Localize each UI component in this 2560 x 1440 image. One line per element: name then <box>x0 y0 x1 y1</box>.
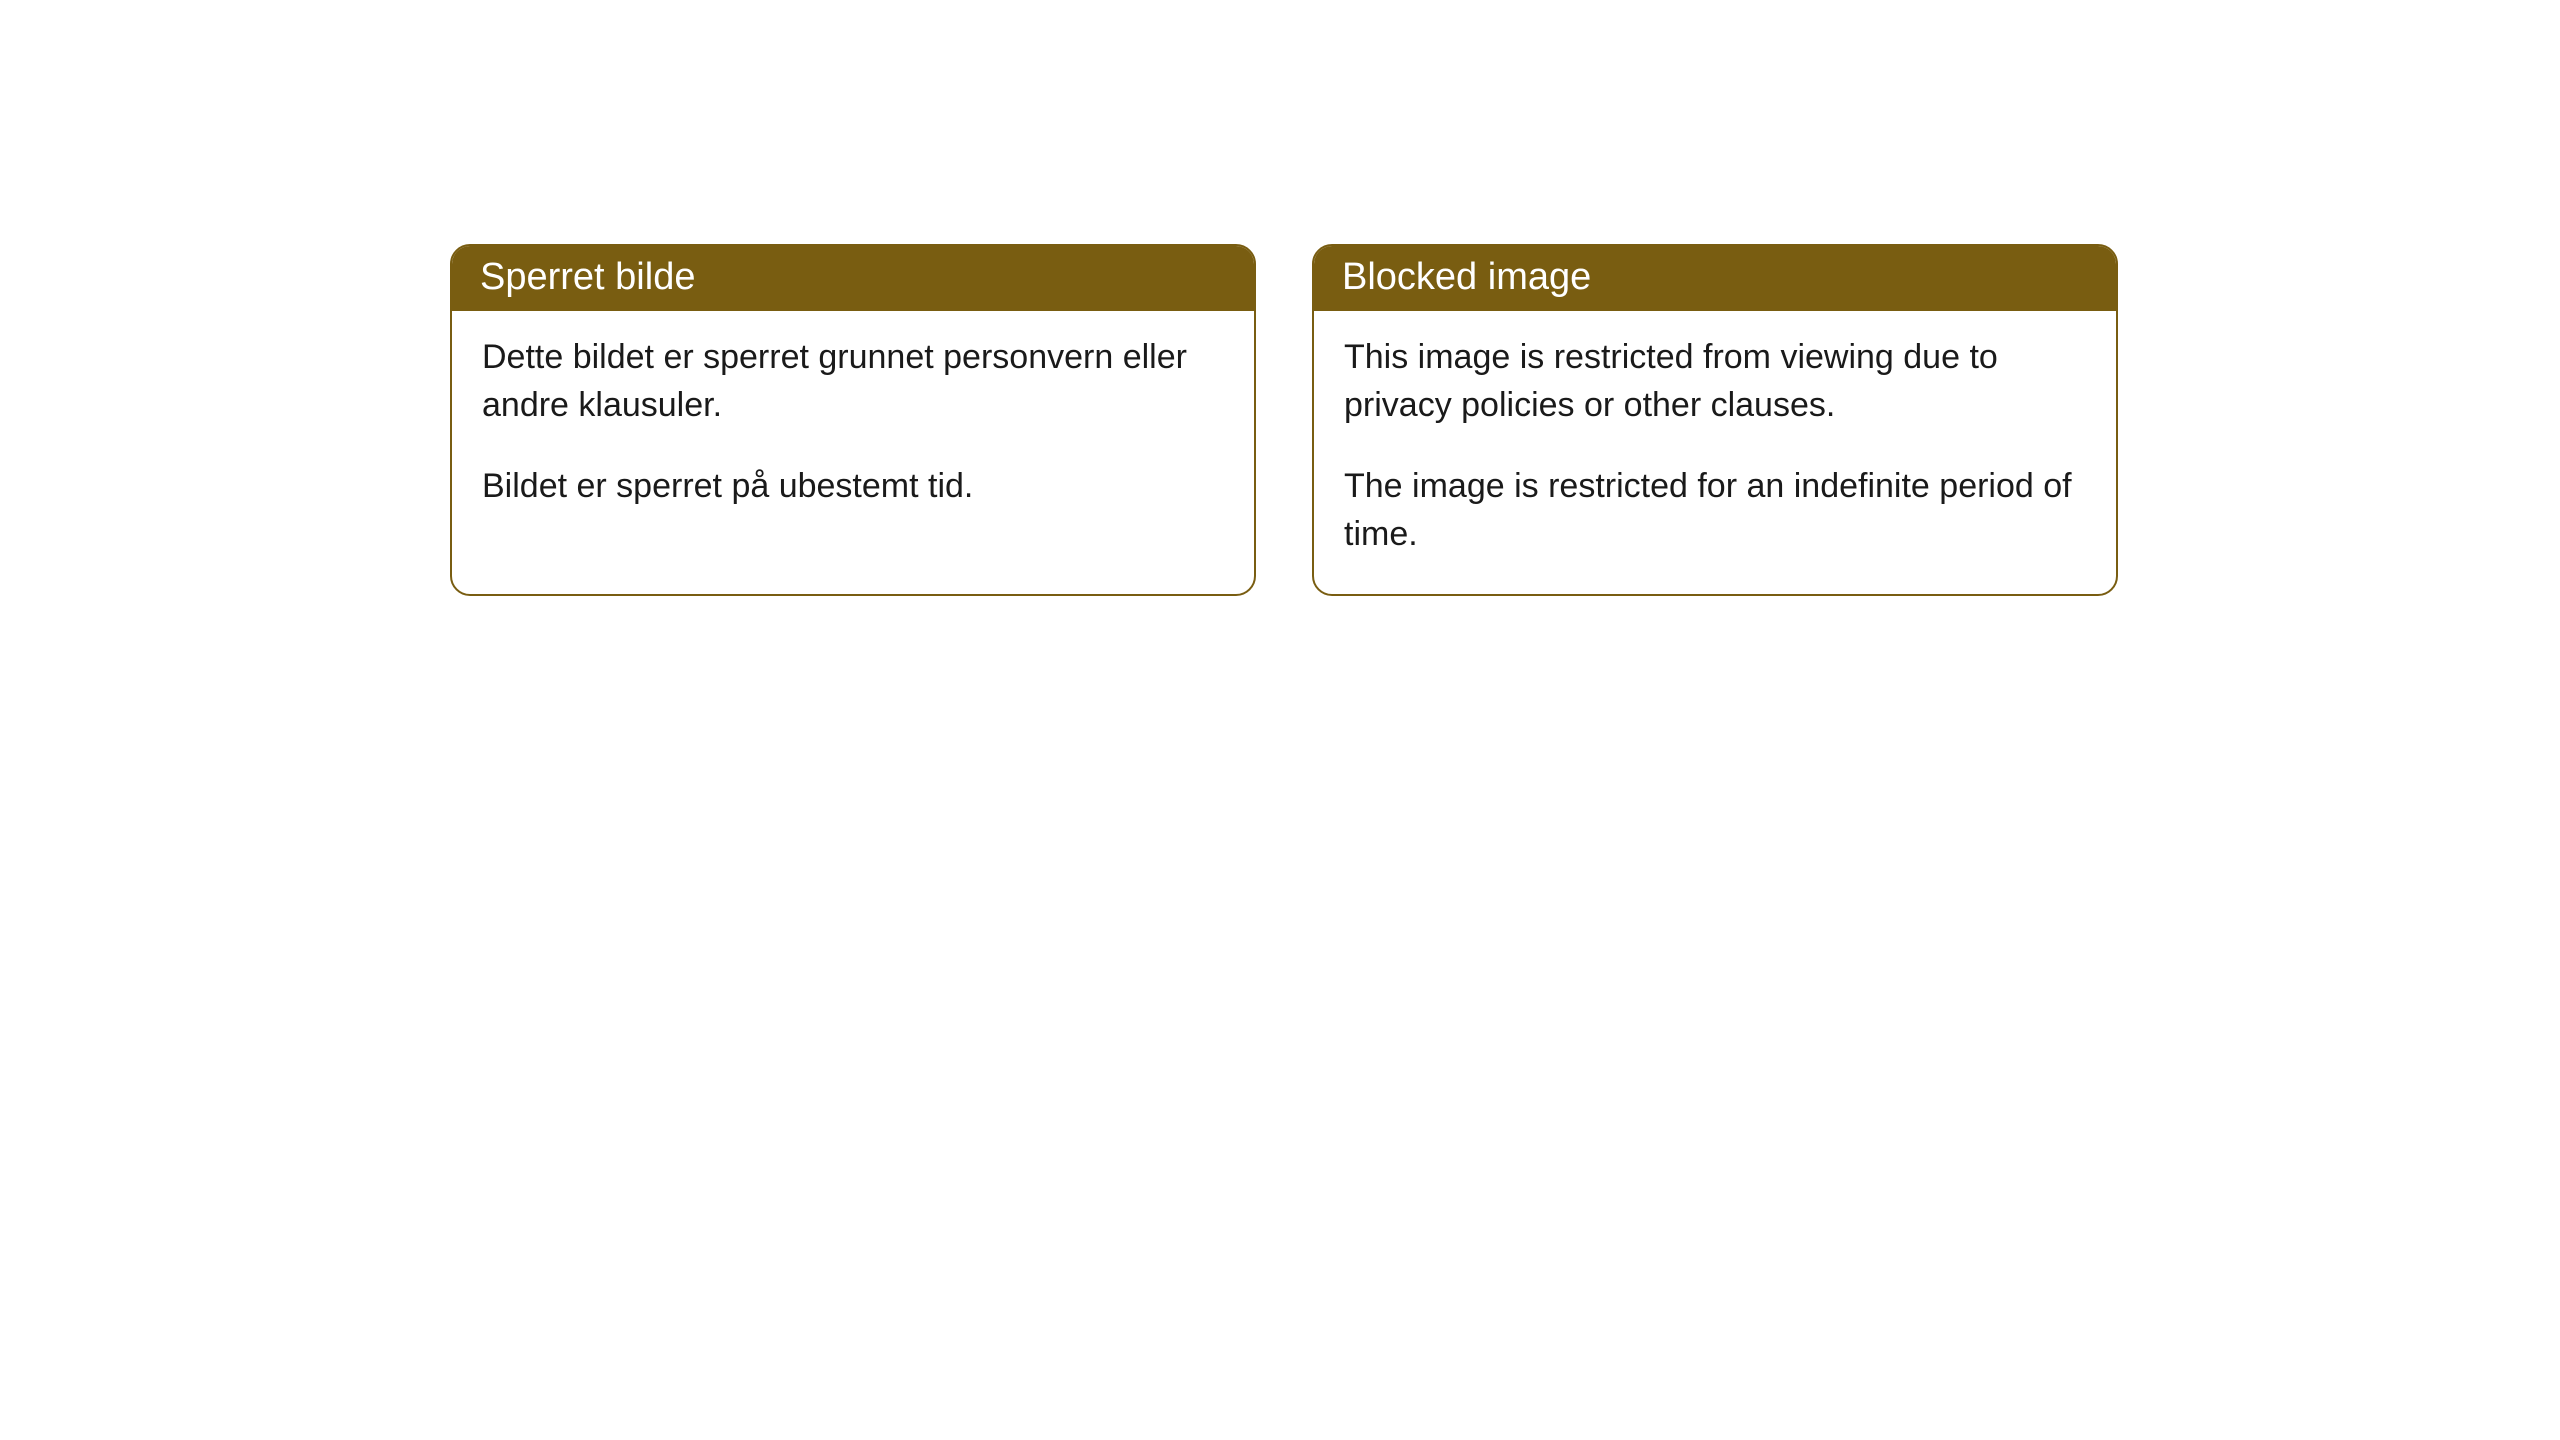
panel-text-norwegian-1: Dette bildet er sperret grunnet personve… <box>482 333 1224 430</box>
panel-header-norwegian: Sperret bilde <box>452 246 1254 311</box>
panel-text-norwegian-2: Bildet er sperret på ubestemt tid. <box>482 462 1224 510</box>
panel-text-english-1: This image is restricted from viewing du… <box>1344 333 2086 430</box>
panel-norwegian: Sperret bilde Dette bildet er sperret gr… <box>450 244 1256 596</box>
panel-body-english: This image is restricted from viewing du… <box>1314 311 2116 594</box>
panel-header-english: Blocked image <box>1314 246 2116 311</box>
panel-english: Blocked image This image is restricted f… <box>1312 244 2118 596</box>
panel-body-norwegian: Dette bildet er sperret grunnet personve… <box>452 311 1254 546</box>
panel-text-english-2: The image is restricted for an indefinit… <box>1344 462 2086 559</box>
panels-container: Sperret bilde Dette bildet er sperret gr… <box>0 0 2560 596</box>
